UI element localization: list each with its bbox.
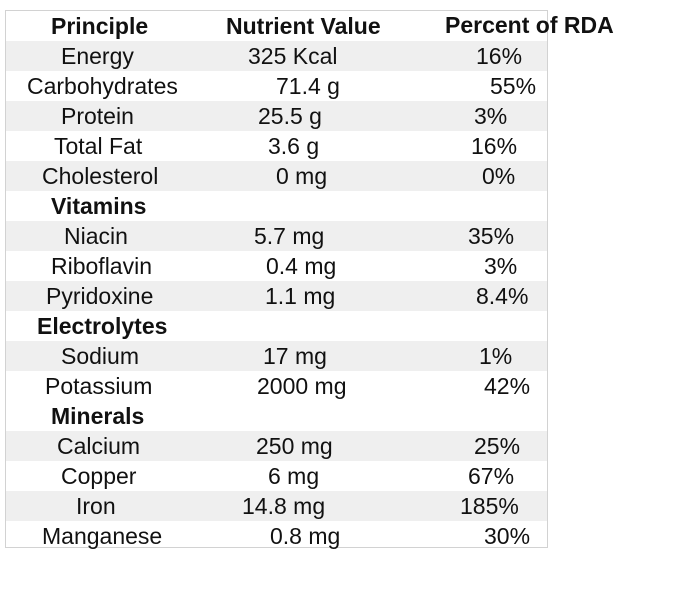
section-row-electrolytes: Electrolytes bbox=[6, 311, 547, 341]
rda-cell: 3% bbox=[484, 253, 518, 279]
rda-cell: 8.4% bbox=[476, 283, 529, 309]
header-percent-rda: Percent of RDA bbox=[445, 12, 614, 38]
value-cell: 0.4 mg bbox=[266, 253, 337, 279]
principle-cell: Copper bbox=[61, 463, 137, 489]
table-row: Copper 6 mg 67% bbox=[6, 461, 547, 491]
rda-cell: 25% bbox=[474, 433, 521, 459]
rda-cell: 16% bbox=[476, 43, 523, 69]
table-row: Manganese 0.8 mg 30% bbox=[6, 521, 547, 551]
value-cell: 25.5 g bbox=[258, 103, 322, 129]
principle-cell: Carbohydrates bbox=[27, 73, 178, 99]
principle-cell: Energy bbox=[61, 43, 134, 69]
value-cell: 3.6 g bbox=[268, 133, 320, 159]
principle-cell: Total Fat bbox=[54, 133, 143, 159]
rda-cell: 30% bbox=[484, 523, 531, 549]
principle-cell: Sodium bbox=[61, 343, 139, 369]
value-cell: 71.4 g bbox=[276, 73, 340, 99]
table-row: Calcium 250 mg 25% bbox=[6, 431, 547, 461]
table-row: Cholesterol 0 mg 0% bbox=[6, 161, 547, 191]
table-row: Sodium 17 mg 1% bbox=[6, 341, 547, 371]
table-row: Potassium 2000 mg 42% bbox=[6, 371, 547, 401]
table-row: Pyridoxine 1.1 mg 8.4% bbox=[6, 281, 547, 311]
rda-cell: 55% bbox=[490, 73, 537, 99]
value-cell: 1.1 mg bbox=[265, 283, 336, 309]
table-row: Energy 325 Kcal 16% bbox=[6, 41, 547, 71]
rda-cell: 0% bbox=[482, 163, 516, 189]
section-heading: Electrolytes bbox=[37, 313, 168, 339]
value-cell: 17 mg bbox=[263, 343, 327, 369]
value-cell: 250 mg bbox=[256, 433, 333, 459]
principle-cell: Potassium bbox=[45, 373, 153, 399]
table-row: Niacin 5.7 mg 35% bbox=[6, 221, 547, 251]
section-row-vitamins: Vitamins bbox=[6, 191, 547, 221]
section-heading: Vitamins bbox=[51, 193, 147, 219]
nutrition-table: Principle Nutrient Value Energy 325 Kcal… bbox=[5, 10, 548, 551]
principle-cell: Cholesterol bbox=[42, 163, 159, 189]
table-row: Total Fat 3.6 g 16% bbox=[6, 131, 547, 161]
header-principle: Principle bbox=[51, 13, 149, 39]
header-nutrient-value: Nutrient Value bbox=[226, 13, 381, 39]
table-row: Riboflavin 0.4 mg 3% bbox=[6, 251, 547, 281]
table-header-row: Principle Nutrient Value bbox=[6, 11, 547, 41]
value-cell: 325 Kcal bbox=[248, 43, 338, 69]
rda-cell: 185% bbox=[460, 493, 519, 519]
principle-cell: Manganese bbox=[42, 523, 163, 549]
value-cell: 0 mg bbox=[276, 163, 328, 189]
principle-cell: Protein bbox=[61, 103, 134, 129]
rda-cell: 16% bbox=[471, 133, 518, 159]
principle-cell: Riboflavin bbox=[51, 253, 152, 279]
section-row-minerals: Minerals bbox=[6, 401, 547, 431]
principle-cell: Iron bbox=[76, 493, 116, 519]
value-cell: 0.8 mg bbox=[270, 523, 341, 549]
table-row: Carbohydrates 71.4 g 55% bbox=[6, 71, 547, 101]
table-row: Protein 25.5 g 3% bbox=[6, 101, 547, 131]
rda-cell: 3% bbox=[474, 103, 508, 129]
principle-cell: Niacin bbox=[64, 223, 128, 249]
value-cell: 5.7 mg bbox=[254, 223, 325, 249]
value-cell: 2000 mg bbox=[257, 373, 347, 399]
principle-cell: Pyridoxine bbox=[46, 283, 154, 309]
rda-cell: 35% bbox=[468, 223, 515, 249]
principle-cell: Calcium bbox=[57, 433, 141, 459]
value-cell: 14.8 mg bbox=[242, 493, 326, 519]
table-row: Iron 14.8 mg 185% bbox=[6, 491, 547, 521]
rda-cell: 42% bbox=[484, 373, 531, 399]
value-cell: 6 mg bbox=[268, 463, 320, 489]
rda-cell: 1% bbox=[479, 343, 513, 369]
section-heading: Minerals bbox=[51, 403, 145, 429]
rda-cell: 67% bbox=[468, 463, 515, 489]
